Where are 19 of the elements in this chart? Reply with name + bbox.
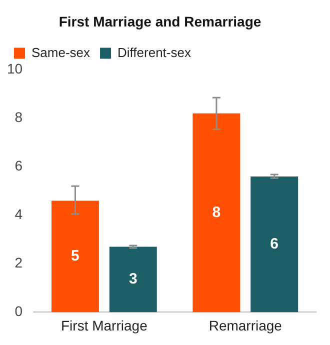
bar [109, 246, 157, 312]
legend-label: Same-sex [32, 44, 91, 60]
y-tick-label: 6 [14, 158, 23, 174]
y-tick-label: 4 [14, 206, 23, 222]
bar [51, 200, 99, 312]
x-tick-label: Remarriage [208, 317, 282, 334]
bar [192, 113, 240, 312]
data-label: 5 [71, 248, 80, 265]
y-tick-label: 2 [14, 254, 23, 271]
data-label: 8 [212, 204, 221, 221]
x-tick-label: First Marriage [61, 317, 148, 334]
data-label: 3 [128, 270, 138, 288]
y-tick-label: 8 [14, 109, 23, 126]
data-label: 6 [270, 235, 279, 252]
y-tick-label: 10 [6, 60, 23, 77]
y-tick-label: 0 [14, 303, 23, 320]
legend-label: Different-sex [118, 44, 192, 60]
bar [250, 176, 298, 312]
chart-title: First Marriage and Remarriage [58, 13, 262, 30]
